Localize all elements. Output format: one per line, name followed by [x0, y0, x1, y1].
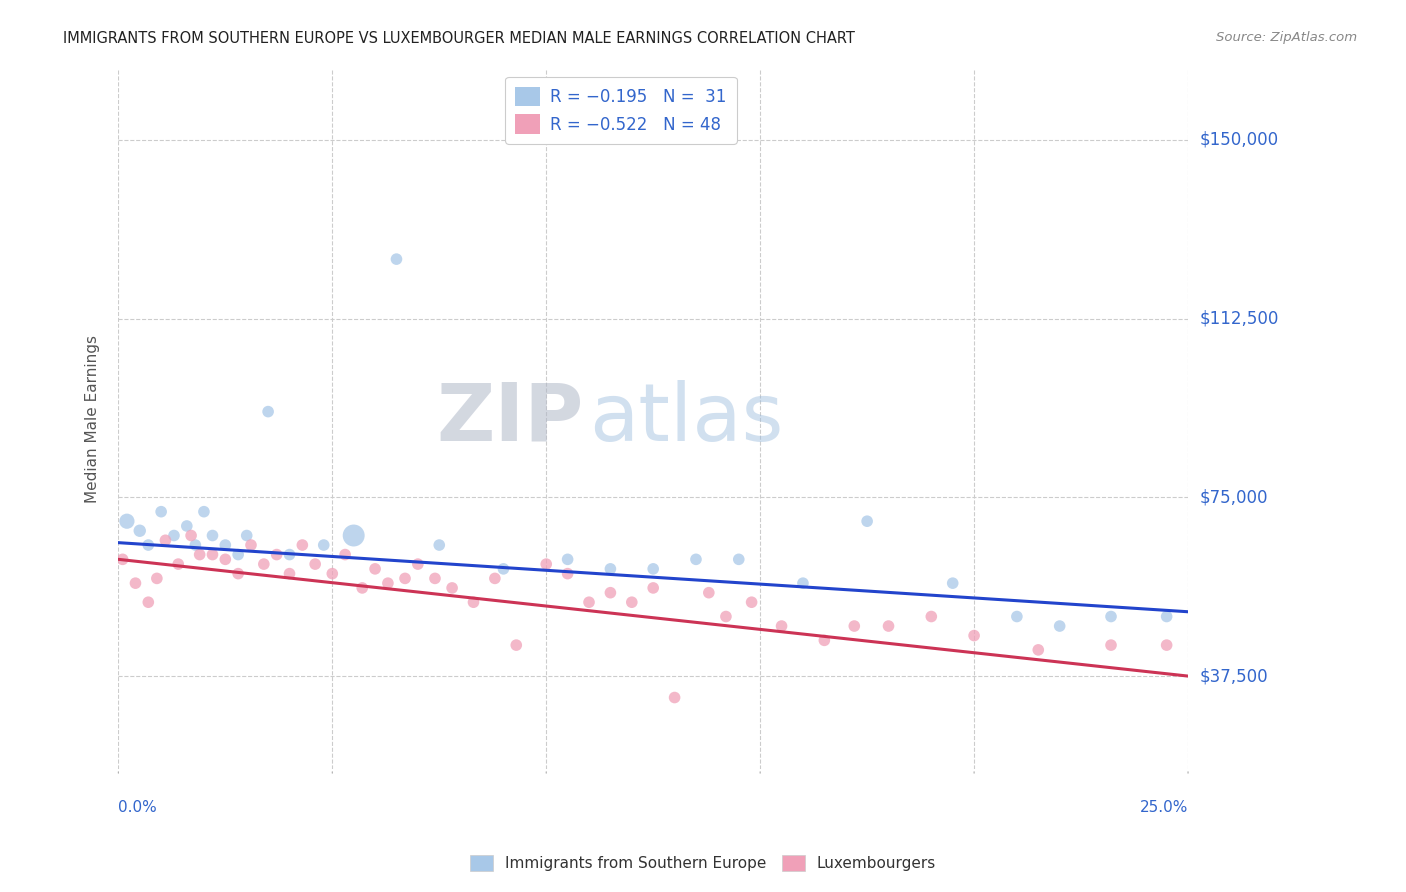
Text: $37,500: $37,500 [1199, 667, 1268, 685]
Point [877, 619, 900, 633]
Point [321, 566, 343, 581]
Legend: R = −0.195   N =  31, R = −0.522   N = 48: R = −0.195 N = 31, R = −0.522 N = 48 [505, 77, 737, 144]
Point [1156, 638, 1178, 652]
Point [856, 514, 879, 528]
Point [1099, 638, 1122, 652]
Point [193, 505, 215, 519]
Point [352, 581, 374, 595]
Point [150, 505, 173, 519]
Point [1156, 609, 1178, 624]
Point [253, 557, 276, 571]
Point [312, 538, 335, 552]
Text: Source: ZipAtlas.com: Source: ZipAtlas.com [1216, 31, 1357, 45]
Point [643, 562, 665, 576]
Point [291, 538, 314, 552]
Point [406, 557, 429, 571]
Point [377, 576, 399, 591]
Point [333, 548, 356, 562]
Point [188, 548, 211, 562]
Point [226, 548, 249, 562]
Point [240, 538, 263, 552]
Point [578, 595, 600, 609]
Point [792, 576, 814, 591]
Text: IMMIGRANTS FROM SOUTHERN EUROPE VS LUXEMBOURGER MEDIAN MALE EARNINGS CORRELATION: IMMIGRANTS FROM SOUTHERN EUROPE VS LUXEM… [63, 31, 855, 46]
Point [427, 538, 450, 552]
Point [304, 557, 326, 571]
Point [364, 562, 387, 576]
Point [257, 404, 280, 418]
Point [278, 548, 301, 562]
Point [214, 538, 236, 552]
Point [441, 581, 464, 595]
Text: $150,000: $150,000 [1199, 131, 1278, 149]
Text: 25.0%: 25.0% [1140, 799, 1188, 814]
Point [128, 524, 150, 538]
Point [201, 528, 224, 542]
Text: $112,500: $112,500 [1199, 310, 1278, 327]
Point [599, 585, 621, 599]
Point [278, 566, 301, 581]
Point [557, 552, 579, 566]
Point [111, 552, 134, 566]
Point [184, 538, 207, 552]
Point [643, 581, 665, 595]
Point [146, 571, 169, 585]
Point [963, 629, 986, 643]
Point [534, 557, 557, 571]
Point [1026, 643, 1049, 657]
Point [163, 528, 186, 542]
Point [770, 619, 793, 633]
Point [920, 609, 942, 624]
Point [844, 619, 866, 633]
Text: atlas: atlas [589, 380, 783, 458]
Point [1049, 619, 1071, 633]
Point [343, 528, 366, 542]
Point [385, 252, 408, 267]
Point [697, 585, 720, 599]
Point [115, 514, 138, 528]
Point [484, 571, 506, 585]
Point [685, 552, 707, 566]
Point [714, 609, 737, 624]
Point [664, 690, 686, 705]
Point [201, 548, 224, 562]
Point [394, 571, 416, 585]
Point [1005, 609, 1028, 624]
Point [214, 552, 236, 566]
Text: $75,000: $75,000 [1199, 489, 1268, 507]
Point [813, 633, 835, 648]
Text: 0.0%: 0.0% [118, 799, 157, 814]
Point [266, 548, 288, 562]
Point [557, 566, 579, 581]
Point [1099, 609, 1122, 624]
Point [505, 638, 527, 652]
Y-axis label: Median Male Earnings: Median Male Earnings [86, 334, 100, 503]
Point [176, 519, 198, 533]
Point [180, 528, 202, 542]
Point [124, 576, 146, 591]
Point [423, 571, 446, 585]
Point [226, 566, 249, 581]
Point [492, 562, 515, 576]
Point [599, 562, 621, 576]
Point [463, 595, 485, 609]
Point [136, 538, 159, 552]
Point [235, 528, 257, 542]
Legend: Immigrants from Southern Europe, Luxembourgers: Immigrants from Southern Europe, Luxembo… [464, 849, 942, 877]
Point [136, 595, 159, 609]
Point [942, 576, 965, 591]
Text: ZIP: ZIP [436, 380, 583, 458]
Point [155, 533, 177, 548]
Point [727, 552, 749, 566]
Point [620, 595, 643, 609]
Point [741, 595, 763, 609]
Point [167, 557, 190, 571]
